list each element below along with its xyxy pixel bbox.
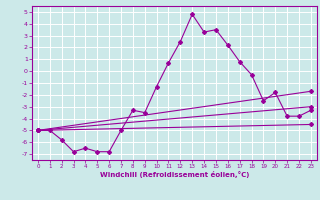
X-axis label: Windchill (Refroidissement éolien,°C): Windchill (Refroidissement éolien,°C): [100, 171, 249, 178]
